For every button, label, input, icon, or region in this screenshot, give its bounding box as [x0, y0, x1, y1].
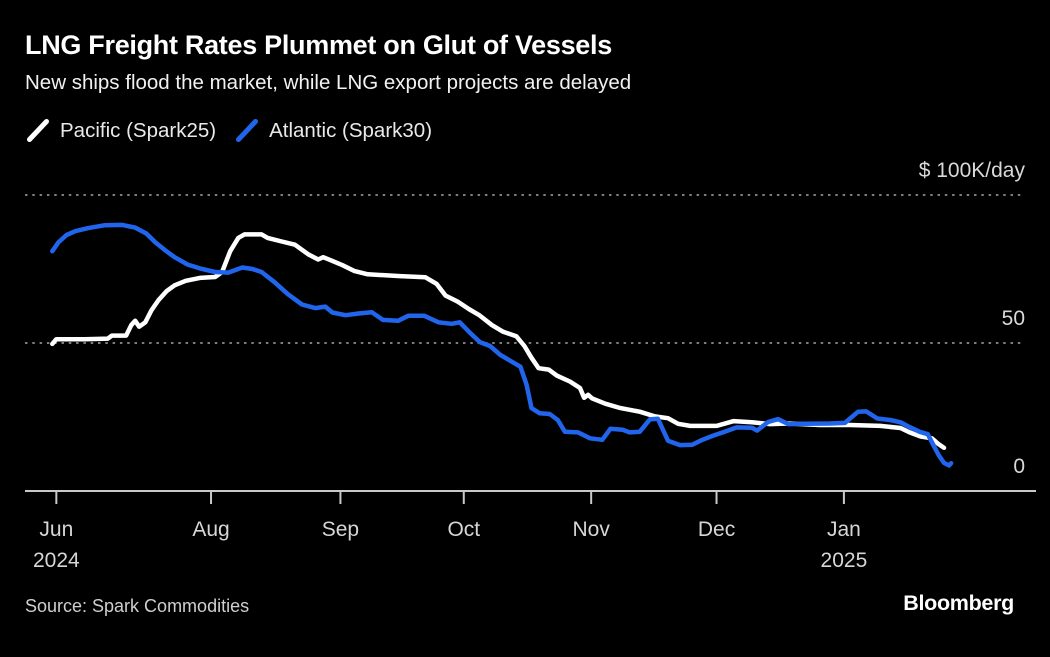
chart-title: LNG Freight Rates Plummet on Glut of Ves…	[25, 30, 612, 60]
series-line-pacific	[50, 232, 947, 451]
series-line-atlantic	[50, 222, 954, 468]
line-swatch-icon	[27, 119, 49, 142]
x-axis-label: Jun	[39, 518, 73, 541]
x-axis-year-label: 2025	[821, 549, 868, 572]
x-axis-label: Dec	[698, 518, 735, 541]
line-swatch-icon	[236, 119, 259, 142]
legend-label: Atlantic (Spark30)	[269, 118, 433, 142]
y-axis-label: $ 100K/day	[918, 159, 1025, 182]
x-axis-label: Aug	[192, 518, 229, 541]
legend: Pacific (Spark25) Atlantic (Spark30)	[25, 117, 450, 144]
x-axis-label: Sep	[322, 518, 359, 541]
legend-label: Pacific (Spark25)	[60, 118, 217, 142]
y-axis-label: 50	[1001, 307, 1025, 330]
x-axis-label: Oct	[447, 518, 480, 541]
x-axis-label: Jan	[827, 518, 861, 541]
legend-item-atlantic: Atlantic (Spark30)	[234, 117, 432, 144]
y-axis-label: 0	[1013, 455, 1025, 478]
chart-subtitle: New ships flood the market, while LNG ex…	[25, 71, 632, 94]
bloomberg-logo: Bloomberg	[903, 591, 1014, 615]
x-axis-year-label: 2024	[33, 549, 80, 572]
source-note: Source: Spark Commodities	[25, 596, 250, 616]
legend-item-pacific: Pacific (Spark25)	[25, 117, 216, 144]
x-axis-label: Nov	[572, 518, 610, 541]
